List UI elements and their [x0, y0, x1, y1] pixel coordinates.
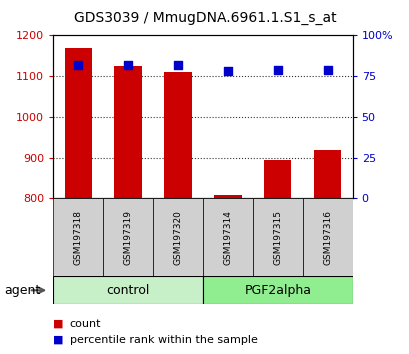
Point: [125, 62, 131, 68]
Text: GSM197319: GSM197319: [124, 210, 132, 265]
Text: percentile rank within the sample: percentile rank within the sample: [70, 335, 257, 345]
Text: GDS3039 / MmugDNA.6961.1.S1_s_at: GDS3039 / MmugDNA.6961.1.S1_s_at: [74, 11, 335, 25]
Bar: [103, 198, 153, 276]
Text: ■: ■: [53, 335, 64, 345]
Text: GSM197315: GSM197315: [273, 210, 281, 265]
Text: control: control: [106, 284, 149, 297]
Bar: [302, 198, 352, 276]
Text: GSM197320: GSM197320: [173, 210, 182, 265]
Bar: [263, 160, 291, 198]
Bar: [53, 276, 202, 304]
Bar: [164, 72, 191, 198]
Bar: [53, 198, 103, 276]
Point: [174, 62, 181, 68]
Point: [274, 67, 281, 73]
Bar: [202, 198, 252, 276]
Text: GSM197318: GSM197318: [74, 210, 83, 265]
Bar: [202, 276, 352, 304]
Text: count: count: [70, 319, 101, 329]
Text: GSM197316: GSM197316: [322, 210, 331, 265]
Bar: [252, 198, 302, 276]
Bar: [213, 195, 241, 198]
Text: PGF2alpha: PGF2alpha: [244, 284, 310, 297]
Bar: [64, 48, 92, 198]
Bar: [114, 66, 142, 198]
Point: [324, 67, 330, 73]
Bar: [153, 198, 202, 276]
Bar: [313, 150, 341, 198]
Text: ■: ■: [53, 319, 64, 329]
Text: GSM197314: GSM197314: [223, 210, 232, 265]
Text: agent: agent: [4, 284, 40, 297]
Point: [224, 68, 231, 74]
Point: [75, 62, 81, 68]
